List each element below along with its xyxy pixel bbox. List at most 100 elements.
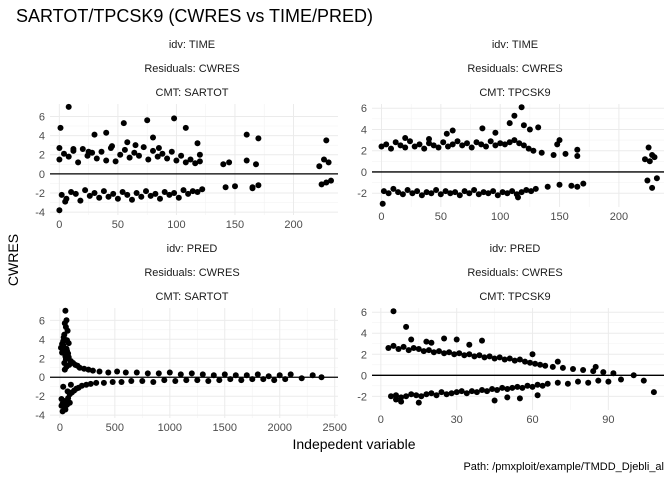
data-point [645, 144, 652, 151]
data-point [172, 378, 179, 384]
data-point [75, 159, 82, 166]
y-tick-labels: -4 -2 0 2 4 6 [35, 315, 45, 422]
data-point [138, 193, 145, 200]
data-point [468, 388, 475, 395]
data-point [423, 338, 430, 345]
data-point [423, 391, 430, 398]
data-point [171, 190, 178, 196]
data-point [393, 396, 399, 403]
data-point [408, 391, 415, 398]
data-point [323, 137, 330, 144]
data-point [183, 377, 190, 384]
data-point [428, 190, 435, 197]
data-point [380, 188, 387, 195]
data-point [580, 367, 587, 373]
data-point [96, 368, 103, 375]
data-point [473, 139, 480, 146]
data-point [585, 379, 592, 386]
x-tick-label: 0 [57, 422, 63, 434]
data-point [518, 189, 525, 196]
data-point [464, 140, 470, 147]
data-point [59, 341, 66, 347]
data-point [443, 391, 450, 398]
data-point [491, 397, 498, 404]
data-point [575, 378, 581, 385]
data-point [480, 189, 487, 196]
data-point [574, 153, 581, 159]
data-point [484, 388, 490, 395]
x-tick-label: 100 [491, 211, 509, 223]
facet-panel-pred-tpcsk9: idv: PRED Residuals: CWRES CMT: TPCSK9 -… [357, 243, 664, 426]
data-point [494, 387, 501, 393]
data-point [133, 369, 140, 376]
strip-label-idv: idv: PRED [490, 243, 541, 255]
y-tick-label: 2 [361, 146, 367, 158]
x-axis-title: Indepedent variable [293, 436, 416, 452]
data-point [164, 155, 171, 162]
data-point [468, 144, 475, 151]
y-tick-label: 4 [39, 334, 45, 346]
data-point [168, 148, 175, 155]
data-point [436, 348, 442, 355]
data-point [143, 188, 149, 195]
data-point [430, 349, 437, 356]
data-point [109, 379, 116, 385]
data-point [152, 190, 159, 197]
data-point [479, 125, 486, 132]
data-point [139, 378, 146, 384]
data-point [182, 159, 189, 166]
data-point [321, 156, 327, 163]
strip-label-cmt: CMT: SARTOT [156, 87, 229, 99]
data-point [98, 148, 105, 155]
data-point [458, 388, 465, 395]
data-point [66, 361, 73, 368]
x-tick-label: 0 [378, 211, 384, 223]
figure-title: SARTOT/TPCSK9 (CWRES vs TIME/PRED) [16, 6, 373, 26]
data-point [544, 380, 551, 387]
data-point [129, 196, 135, 203]
data-point [110, 190, 117, 197]
data-point [461, 188, 468, 195]
data-point [504, 386, 511, 392]
data-point [265, 373, 272, 380]
data-point [166, 369, 173, 376]
data-point [385, 345, 392, 351]
data-point [56, 156, 63, 163]
data-point [442, 188, 449, 195]
data-point [499, 189, 506, 196]
y-tick-label: 4 [361, 328, 367, 340]
data-point [518, 104, 525, 111]
data-point [522, 358, 528, 365]
data-point [471, 353, 478, 360]
data-point [155, 145, 162, 151]
data-point [388, 393, 394, 400]
y-tick-label: 6 [361, 103, 367, 115]
y-tick-label: -2 [357, 391, 367, 403]
data-point [93, 379, 100, 386]
data-point [400, 343, 407, 350]
data-point [649, 184, 656, 191]
x-tick-labels: 0 50 100 150 200 [56, 219, 302, 231]
data-point [122, 369, 129, 376]
data-point [554, 379, 561, 386]
x-tick-label: 90 [602, 414, 614, 426]
x-tick-label: 50 [112, 219, 124, 231]
data-point [144, 117, 151, 124]
data-point [430, 142, 437, 149]
data-point [530, 147, 537, 154]
data-point [397, 142, 404, 149]
data-point [238, 377, 245, 384]
panel-grid [50, 308, 338, 418]
data-point [562, 150, 569, 157]
data-point [154, 153, 161, 160]
data-point [379, 200, 386, 207]
x-tick-label: 0 [56, 219, 62, 231]
data-point [504, 394, 511, 401]
x-tick-label: 2000 [267, 422, 291, 434]
data-point [519, 384, 526, 391]
data-point [390, 308, 397, 315]
data-point [461, 352, 468, 359]
data-point [428, 339, 435, 346]
data-point [497, 140, 504, 147]
